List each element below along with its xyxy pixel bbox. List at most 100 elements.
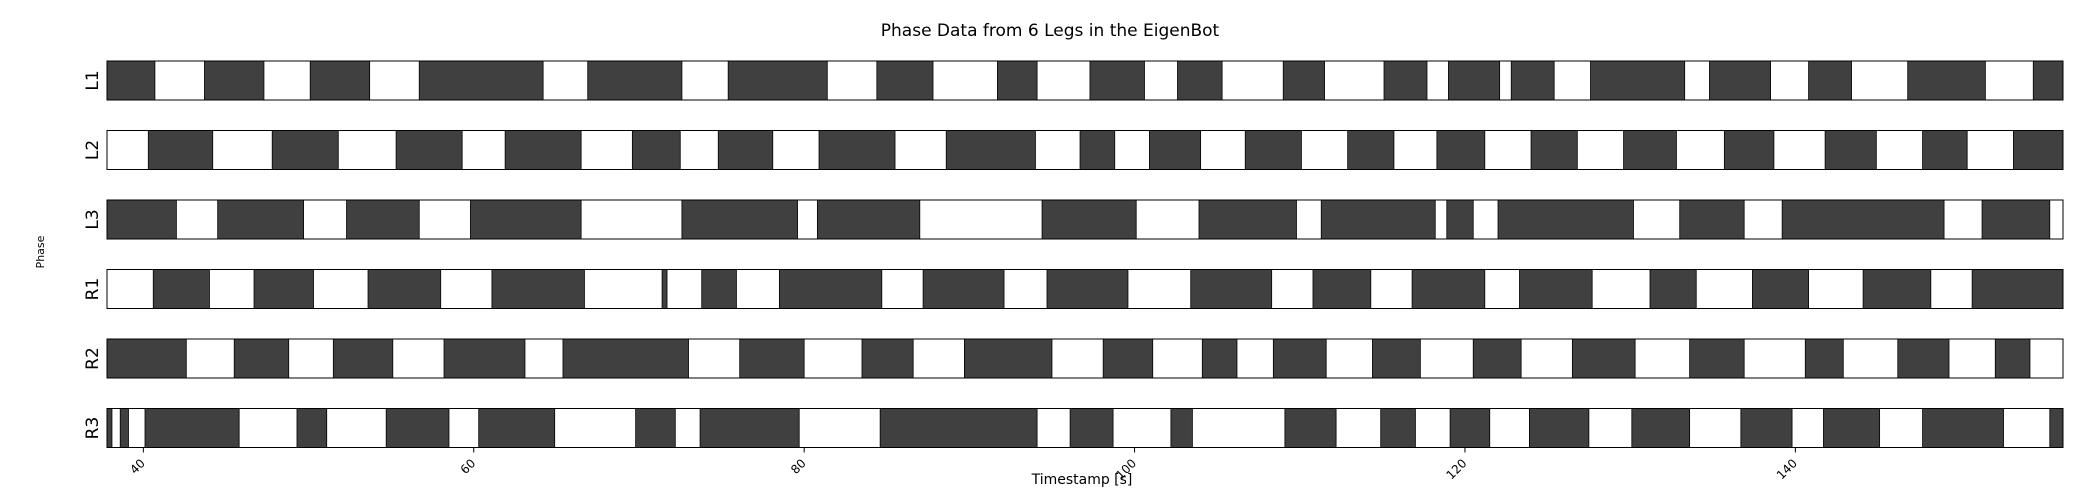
stance-segment (367, 269, 442, 309)
stance-segment (1723, 130, 1775, 170)
stance-segment (1590, 60, 1686, 101)
stance-segment (1170, 408, 1193, 448)
leg-row-l2: L2 (83, 130, 2064, 170)
stance-segment (1823, 408, 1881, 448)
stance-segment (1079, 130, 1116, 170)
stance-segment (635, 408, 676, 448)
row-label-l3: L3 (83, 209, 103, 229)
stance-segment (1824, 130, 1877, 170)
stance-segment (1347, 130, 1395, 170)
stance-segment (1449, 408, 1491, 448)
stance-segment (309, 60, 371, 101)
stance-segment (271, 130, 339, 170)
stance-segment (478, 408, 556, 448)
stance-segment (739, 338, 805, 379)
stance-segment (1862, 269, 1932, 309)
row-frame (106, 338, 2064, 379)
chart-title: Phase Data from 6 Legs in the EigenBot (881, 21, 1220, 41)
stance-segment (1320, 199, 1436, 240)
leg-row-r1: R1 (83, 269, 2064, 309)
stance-segment (1041, 199, 1137, 240)
stance-segment (1201, 338, 1238, 379)
stance-segment (385, 408, 450, 448)
row-frame (106, 408, 2064, 448)
stance-segment (1781, 199, 1945, 240)
stance-segment (233, 338, 290, 379)
stance-segment (152, 269, 210, 309)
stance-segment (1623, 130, 1677, 170)
stance-segment (876, 60, 934, 101)
y-axis-label: Phase (34, 235, 47, 268)
stance-segment (1198, 199, 1297, 240)
stance-segment (1372, 338, 1421, 379)
row-frame (106, 130, 2064, 170)
stance-segment (816, 199, 921, 240)
stance-segment (2049, 408, 2064, 448)
stance-segment (1497, 199, 1634, 240)
stance-segment (1102, 338, 1154, 379)
stance-segment (701, 269, 737, 309)
stance-segment (1528, 408, 1590, 448)
x-axis-ticks: 40 60 80 100 120 140 (127, 447, 1800, 482)
stance-segment (562, 338, 689, 379)
stance-segment (144, 408, 240, 448)
stance-segment (717, 130, 774, 170)
stance-segment (1284, 408, 1337, 448)
stance-segment (106, 60, 156, 101)
swing-background (107, 339, 2063, 378)
stance-segment (661, 269, 668, 309)
stance-segment (1380, 408, 1416, 448)
row-label-l2: L2 (83, 140, 103, 160)
stance-segment (491, 269, 585, 309)
stance-segment (1571, 338, 1636, 379)
x-tick-label: 80 (788, 456, 809, 477)
stance-segment (1069, 408, 1114, 448)
stance-segment (922, 269, 1005, 309)
stance-segment (504, 130, 582, 170)
stance-segment (332, 338, 394, 379)
stance-segment (1190, 269, 1273, 309)
stance-segment (443, 338, 526, 379)
x-tick-label: 140 (1774, 456, 1800, 482)
row-frame (106, 60, 2064, 101)
stance-segment (778, 269, 883, 309)
stance-segment (2013, 130, 2064, 170)
stance-segment (1689, 338, 1745, 379)
stance-segment (631, 130, 681, 170)
stance-segment (1808, 60, 1852, 101)
stance-segment (1411, 269, 1486, 309)
stance-segment (106, 338, 187, 379)
stance-segment (1530, 130, 1578, 170)
leg-row-r2: R2 (83, 338, 2064, 379)
stance-segment (1804, 338, 1844, 379)
stance-segment (2032, 60, 2064, 101)
row-frame (106, 269, 2064, 309)
stance-segment (1679, 199, 1745, 240)
stance-segment (861, 338, 914, 379)
stance-segment (1922, 408, 2004, 448)
row-label-r2: R2 (83, 347, 103, 370)
x-tick-label: 60 (458, 456, 479, 477)
row-label-r3: R3 (83, 417, 103, 440)
row-label-l1: L1 (83, 70, 103, 90)
stance-segment (1177, 60, 1223, 101)
stance-segment (1436, 130, 1486, 170)
row-label-r1: R1 (83, 278, 103, 301)
stance-segment (1907, 60, 1986, 101)
stance-segment (945, 130, 1036, 170)
stance-segment (1244, 130, 1302, 170)
row-frame (106, 199, 2064, 240)
stance-segment (119, 408, 129, 448)
stance-segment (204, 60, 265, 101)
stance-segment (699, 408, 800, 448)
stance-segment (727, 60, 828, 101)
stance-segment (1272, 338, 1327, 379)
stance-segment (147, 130, 214, 170)
stance-segment (879, 408, 1038, 448)
stance-segment (1089, 60, 1145, 101)
leg-row-l3: L3 (83, 199, 2064, 240)
stance-segment (106, 199, 177, 240)
stance-segment (1752, 269, 1809, 309)
stance-segment (964, 338, 1053, 379)
